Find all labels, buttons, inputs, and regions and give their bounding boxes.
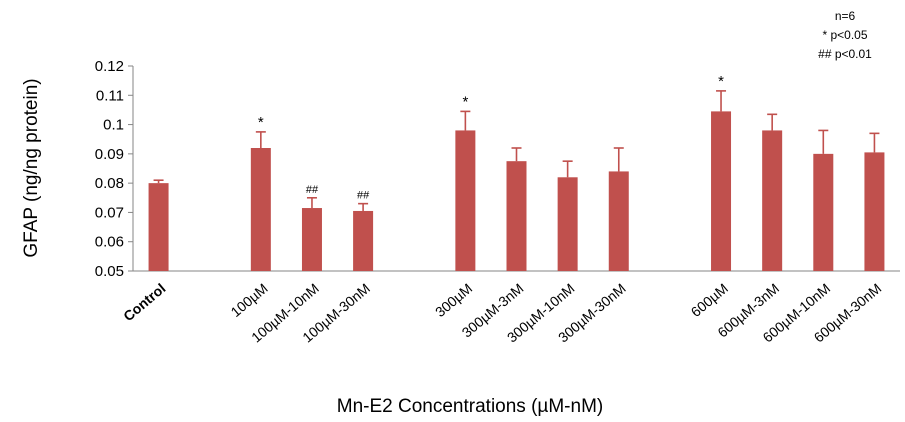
y-tick-label: 0.07 (95, 204, 124, 221)
bar (762, 130, 783, 271)
significance-mark: * (462, 93, 468, 110)
y-tick-label: 0.09 (95, 146, 124, 163)
legend-p005: * p<0.05 (822, 28, 868, 42)
x-tick-label: 600µM (688, 280, 731, 320)
bar (813, 153, 834, 271)
y-tick-label: 0.12 (95, 58, 124, 75)
bar (557, 177, 578, 271)
y-tick-label: 0.11 (96, 87, 124, 104)
significance-mark: ## (357, 190, 370, 202)
bar (864, 152, 885, 271)
significance-mark: * (258, 114, 264, 131)
significance-mark: * (718, 73, 724, 90)
bar (608, 171, 629, 271)
y-tick-label: 0.05 (95, 263, 124, 280)
x-axis-label: Mn-E2 Concentrations (µM-nM) (337, 396, 603, 417)
x-tick-label: 100µM (227, 280, 270, 320)
significance-mark: ## (306, 184, 319, 196)
y-axis: 0.05 0.06 0.07 0.08 0.09 0.1 0.11 0.12 (95, 58, 900, 280)
legend-n: n=6 (834, 9, 856, 23)
bar (250, 148, 271, 271)
bar (353, 210, 374, 271)
bar (506, 161, 527, 271)
bars: * ## ## * * (148, 73, 885, 272)
bar (301, 208, 322, 271)
x-tick-label: 300µM (432, 280, 475, 320)
x-tick-label: Control (120, 280, 168, 324)
legend-p001: ## p<0.01 (818, 47, 872, 61)
y-axis-label: GFAP (ng/ng protein) (21, 78, 42, 257)
y-tick-label: 0.08 (95, 175, 124, 192)
bar (711, 111, 732, 272)
y-tick-label: 0.1 (103, 117, 124, 134)
bar (148, 183, 169, 271)
bar (455, 130, 476, 271)
y-tick-label: 0.06 (95, 234, 124, 251)
